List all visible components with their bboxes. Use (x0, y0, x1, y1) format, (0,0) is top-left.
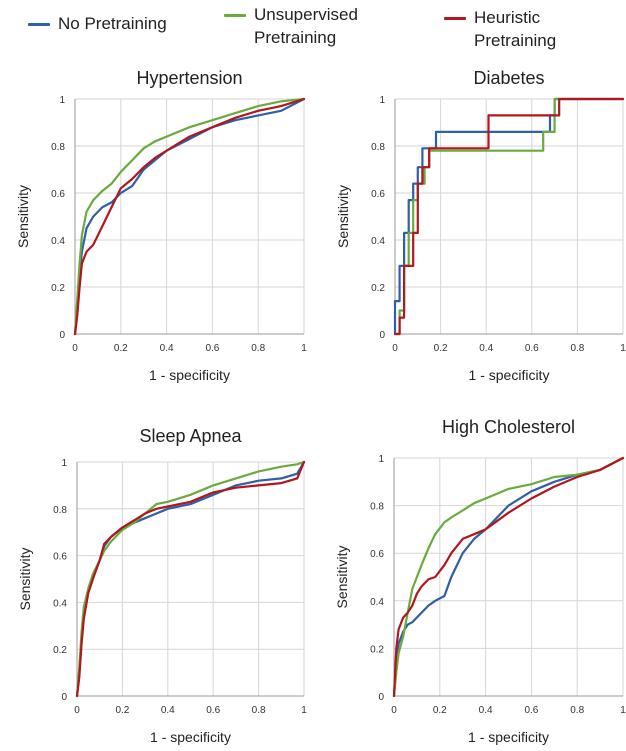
series-line-unsupervised-pretraining (392, 456, 625, 698)
series-line-unsupervised-pretraining (73, 97, 306, 336)
x-tick-label: 0.2 (114, 343, 128, 354)
chart-diabetes: Diabetes 0 0.2 0.4 0.6 0.8 1 0 0.2 0.4 0.6 0.8 1 1 - … (335, 68, 626, 383)
series-line-no-pretraining (393, 97, 625, 336)
y-tick-label: 0.2 (53, 645, 67, 656)
series-line-no-pretraining (73, 97, 306, 336)
x-tick-label: 0.8 (252, 705, 266, 716)
series-line-no-pretraining (392, 456, 625, 698)
x-tick-label: 0.4 (479, 343, 493, 354)
x-tick-label: 0 (74, 705, 80, 716)
y-tick-label: 0 (378, 692, 384, 703)
legend-item-unsupervised-pretraining: Unsupervised Pretraining (224, 3, 424, 49)
legend-swatch-no-pretraining (28, 23, 50, 26)
x-tick-label: 0.4 (160, 343, 174, 354)
x-tick-label: 0.6 (206, 705, 220, 716)
chart-sleep-apnea: Sleep Apnea 0 0.2 0.4 0.6 0.8 1 0 0.2 0.4 0.6 0.8 1 1… (17, 426, 307, 745)
x-tick-label: 0 (392, 343, 398, 354)
legend-label-unsupervised-pretraining: Unsupervised Pretraining (254, 5, 358, 47)
y-tick-label: 0.4 (53, 598, 67, 609)
y-tick-label: 0.8 (371, 142, 385, 153)
legend-swatch-unsupervised-pretraining (224, 14, 246, 17)
legend-swatch-heuristic-pretraining (444, 17, 466, 20)
y-tick-label: 0.6 (53, 552, 67, 563)
y-tick-label: 0 (61, 692, 67, 703)
y-tick-label: 0.6 (370, 549, 384, 560)
chart-high-cholesterol: High Cholesterol 0 0.2 0.4 0.6 0.8 1 0 0.2 0.4 0.6… (334, 417, 626, 745)
x-tick-label: 1 (620, 705, 626, 716)
series-line-unsupervised-pretraining (75, 460, 306, 698)
x-tick-label: 0.2 (434, 343, 448, 354)
x-tick-label: 0.4 (161, 705, 175, 716)
chart-title: High Cholesterol (442, 417, 575, 437)
x-axis-label: 1 - specificity (468, 729, 549, 745)
legend-item-heuristic-pretraining: Heuristic Pretraining (444, 6, 614, 52)
y-tick-label: 0.6 (371, 189, 385, 200)
chart-title: Sleep Apnea (139, 426, 242, 446)
legend-item-no-pretraining: No Pretraining (28, 12, 167, 35)
y-axis-label: Sensitivity (17, 547, 33, 610)
series-line-no-pretraining (75, 460, 306, 698)
y-tick-label: 0.8 (370, 502, 384, 513)
y-tick-label: 0.4 (51, 236, 65, 247)
chart-title: Diabetes (473, 68, 544, 88)
x-tick-label: 0.8 (570, 705, 584, 716)
y-tick-label: 0.2 (371, 283, 385, 294)
y-tick-label: 0.6 (51, 189, 65, 200)
x-tick-label: 1 (620, 343, 626, 354)
legend: No Pretraining Unsupervised Pretraining … (0, 0, 626, 60)
chart-hypertension: Hypertension 0 0.2 0.4 0.6 0.8 1 0 0.2 0.4 0.6 0.8 1… (15, 68, 307, 383)
x-tick-label: 1 (301, 705, 307, 716)
x-tick-label: 0 (391, 705, 397, 716)
x-tick-label: 0.8 (570, 343, 584, 354)
y-tick-label: 1 (59, 95, 65, 106)
y-tick-label: 0.4 (371, 236, 385, 247)
series-line-heuristic-pretraining (73, 97, 306, 336)
y-tick-label: 0.2 (370, 644, 384, 655)
legend-label-heuristic-pretraining: Heuristic Pretraining (474, 8, 557, 50)
y-tick-label: 1 (378, 454, 384, 465)
series-line-heuristic-pretraining (393, 97, 625, 336)
x-axis-label: 1 - specificity (150, 729, 231, 745)
x-tick-label: 0.8 (251, 343, 265, 354)
y-axis-label: Sensitivity (335, 185, 351, 248)
series-line-unsupervised-pretraining (393, 97, 625, 336)
y-tick-label: 0.8 (51, 142, 65, 153)
y-tick-label: 0 (59, 330, 65, 341)
x-tick-label: 0.6 (205, 343, 219, 354)
x-axis-label: 1 - specificity (469, 367, 550, 383)
y-axis-label: Sensitivity (334, 545, 350, 608)
x-tick-label: 0 (72, 343, 78, 354)
x-tick-label: 0.4 (479, 705, 493, 716)
series-line-heuristic-pretraining (392, 456, 625, 698)
y-tick-label: 1 (61, 458, 67, 469)
series-line-heuristic-pretraining (75, 460, 306, 698)
x-tick-label: 1 (301, 343, 307, 354)
x-tick-label: 0.2 (433, 705, 447, 716)
x-tick-label: 0.2 (115, 705, 129, 716)
x-axis-label: 1 - specificity (149, 367, 230, 383)
legend-label-no-pretraining: No Pretraining (58, 14, 167, 33)
chart-title: Hypertension (136, 68, 242, 88)
y-tick-label: 0.4 (370, 597, 384, 608)
x-tick-label: 0.6 (524, 705, 538, 716)
x-tick-label: 0.6 (525, 343, 539, 354)
y-tick-label: 1 (379, 95, 385, 106)
y-tick-label: 0.8 (53, 505, 67, 516)
y-tick-label: 0.2 (51, 283, 65, 294)
y-tick-label: 0 (379, 330, 385, 341)
y-axis-label: Sensitivity (15, 185, 31, 248)
